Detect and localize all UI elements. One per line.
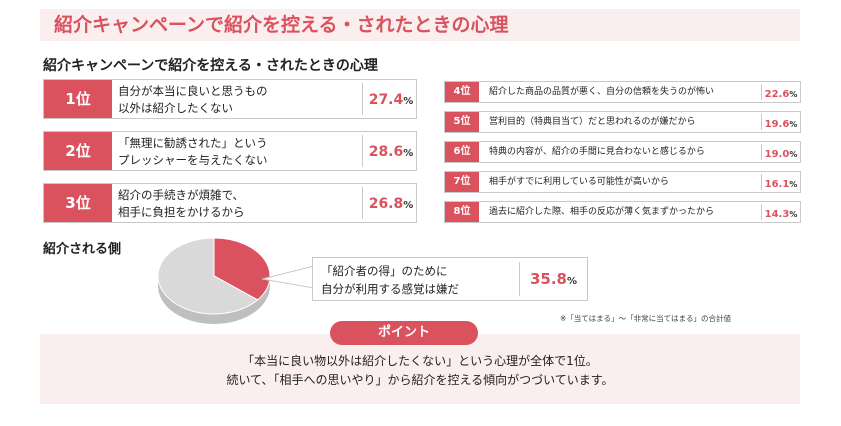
percent-unit: % [403,200,414,211]
callout-label: 「紹介者の得」のために 自分が利用する感覚は嫌だ [321,264,459,296]
percent-value: 19.0 [764,149,790,160]
divider [761,84,762,100]
divider [761,204,762,220]
callout-percent: 35.8% [520,258,587,300]
rank-badge: 4位 [445,82,479,102]
rank-badge: 5位 [445,112,479,132]
percent-value: 14.3 [764,209,790,220]
divider [362,83,363,115]
rank-label: 相手がすでに利用している可能性が高いから [489,177,669,187]
rank-percent: 14.3% [762,202,800,222]
rank-badge: 8位 [445,202,479,222]
rank-row-2: 2位 「無理に勧誘された」という プレッシャーを与えたくない 28.6% [43,131,417,171]
percent-unit: % [789,210,798,219]
rank-row-1: 1位 自分が本当に良いと思うもの 以外は紹介したくない 27.4% [43,79,417,119]
rank-badge: 6位 [445,142,479,162]
rank-row-3: 3位 紹介の手続きが煩雑で、 相手に負担をかけるから 26.8% [43,183,417,223]
rank-badge: 7位 [445,172,479,192]
rank-percent: 22.6% [762,82,800,102]
percent-unit: % [789,90,798,99]
percent-unit: % [403,96,414,107]
pie-slice-2 [157,237,259,315]
rank-row-7: 7位 相手がすでに利用している可能性が高いから 16.1% [444,171,801,193]
pie-side [158,276,270,324]
rank-label: 自分が本当に良いと思うもの 以外は紹介したくない [118,84,268,115]
rank-row-8: 8位 過去に紹介した際、相手の反応が薄く気まずかったから 14.3% [444,201,801,223]
rank-percent: 28.6% [366,132,416,170]
percent-value: 35.8 [529,270,567,288]
rank-label: 紹介した商品の品質が悪く、自分の信頼を失うのが怖い [489,87,715,97]
rank-row-4: 4位 紹介した商品の品質が悪く、自分の信頼を失うのが怖い 22.6% [444,81,801,103]
rank-label: 紹介の手続きが煩雑で、 相手に負担をかけるから [118,188,245,219]
divider [362,187,363,219]
rank-label: 営利目的（特典目当て）だと思われるのが嫌だから [489,117,696,127]
percent-value: 19.6 [764,119,790,130]
divider [761,174,762,190]
rank-badge: 3位 [44,184,112,222]
point-box [40,334,800,404]
rank-badge: 1位 [44,80,112,118]
rank-percent: 19.0% [762,142,800,162]
rank-percent: 16.1% [762,172,800,192]
section-title-refer: 紹介キャンペーンで紹介を控える・されたときの心理 [43,58,378,74]
pie-slice-1 [213,237,271,301]
percent-value: 22.6 [764,89,790,100]
rank-label: 過去に紹介した際、相手の反応が薄く気まずかったから [489,207,715,217]
rank-badge: 2位 [44,132,112,170]
rank-label: 特典の内容が、紹介の手間に見合わないと感じるから [489,147,705,157]
callout-pointer [262,265,314,289]
rank-percent: 27.4% [366,80,416,118]
rank-row-6: 6位 特典の内容が、紹介の手間に見合わないと感じるから 19.0% [444,141,801,163]
percent-unit: % [789,180,798,189]
percent-unit: % [789,120,798,129]
percent-unit: % [403,148,414,159]
point-badge: ポイント [330,321,478,345]
footnote: ※「当てはまる」～「非常に当てはまる」の合計値 [560,314,731,323]
section-title-referred: 紹介される側 [43,242,122,257]
percent-unit: % [566,276,578,287]
point-text: 「本当に良い物以外は紹介したくない」という心理が全体で1位。 続いて、「相手への… [226,354,614,387]
percent-value: 27.4 [368,92,404,108]
percent-value: 28.6 [368,144,404,160]
rank-label: 「無理に勧誘された」という プレッシャーを与えたくない [118,136,268,167]
divider [761,144,762,160]
divider [761,114,762,130]
percent-value: 16.1 [764,179,790,190]
divider [362,135,363,167]
pie-svg [157,237,271,324]
rank-percent: 26.8% [366,184,416,222]
referred-callout: 「紹介者の得」のために 自分が利用する感覚は嫌だ 35.8% [312,257,588,301]
rank-row-5: 5位 営利目的（特典目当て）だと思われるのが嫌だから 19.6% [444,111,801,133]
pie-chart [154,232,274,324]
divider [519,262,520,296]
percent-unit: % [789,150,798,159]
main-title: 紹介キャンペーンで紹介を控える・されたときの心理 [40,9,800,41]
rank-percent: 19.6% [762,112,800,132]
percent-value: 26.8 [368,196,404,212]
